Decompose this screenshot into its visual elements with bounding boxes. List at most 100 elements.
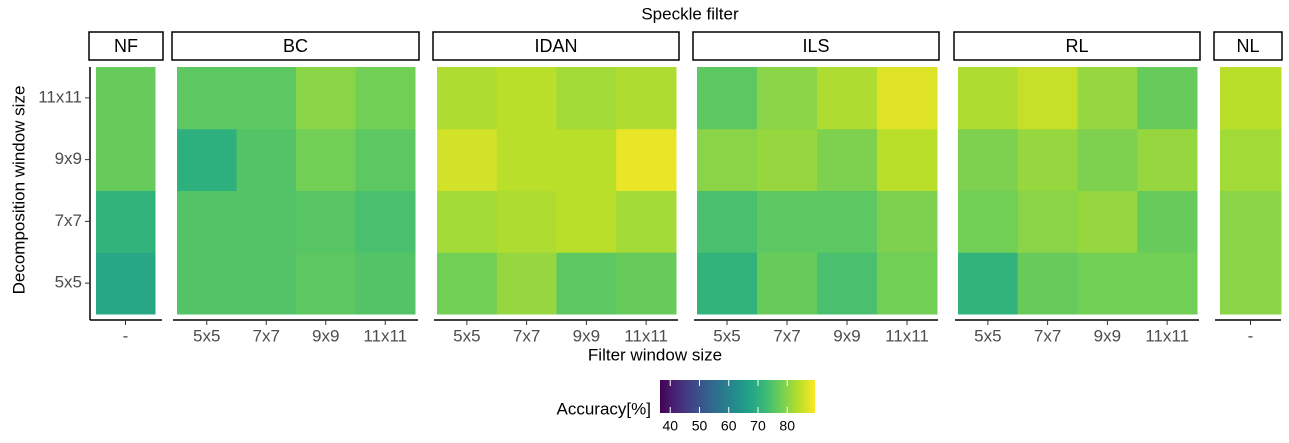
heat-cell — [177, 128, 237, 191]
heat-cell — [296, 128, 356, 191]
heat-cell — [1077, 252, 1138, 315]
heat-cell — [958, 190, 1019, 253]
heat-cell — [958, 252, 1019, 315]
x-axis-label: Filter window size — [588, 345, 722, 364]
legend-title: Accuracy[%] — [557, 399, 651, 418]
heat-cell — [296, 67, 356, 130]
heat-cell — [1017, 252, 1078, 315]
heat-cell — [616, 252, 677, 315]
heat-cell — [437, 190, 498, 253]
facet-label: NF — [114, 36, 138, 56]
heat-cell — [1017, 67, 1078, 130]
heat-cell — [437, 252, 498, 315]
heat-cell — [236, 252, 297, 315]
heat-cell — [355, 252, 416, 315]
x-tick-label: 7x7 — [773, 326, 800, 345]
x-tick-label: 11x11 — [363, 326, 407, 345]
heat-cell — [236, 67, 297, 130]
colorbar-tick-label: 70 — [750, 418, 766, 434]
heat-cell — [177, 67, 237, 130]
heat-cell — [355, 67, 416, 130]
facet-label: RL — [1065, 36, 1088, 56]
heat-cell — [1220, 128, 1282, 191]
heat-cell — [556, 67, 617, 130]
heat-cell — [877, 67, 938, 130]
heat-cell — [96, 128, 156, 191]
heat-cell — [1220, 67, 1282, 130]
heat-cell — [1137, 128, 1198, 191]
heat-cell — [177, 190, 237, 253]
heat-cell — [296, 190, 356, 253]
heat-cell — [96, 252, 156, 315]
colorbar-tick-label: 40 — [662, 418, 678, 434]
x-tick-label: 9x9 — [833, 326, 860, 345]
heat-cell — [616, 190, 677, 253]
x-tick-label: 7x7 — [513, 326, 540, 345]
heat-cell — [236, 190, 297, 253]
colorbar-tick-label: 80 — [779, 418, 795, 434]
y-tick-label: 5x5 — [55, 273, 82, 292]
heat-cell — [697, 252, 758, 315]
x-tick-label: - — [1248, 326, 1254, 345]
heat-cell — [757, 190, 818, 253]
heat-cell — [1137, 67, 1198, 130]
heat-cell — [177, 252, 237, 315]
heat-cell — [757, 128, 818, 191]
heat-cell — [296, 252, 356, 315]
facet-strip — [692, 31, 940, 61]
facet-label: IDAN — [534, 36, 577, 56]
x-tick-label: 11x11 — [885, 326, 929, 345]
x-tick-label: 9x9 — [312, 326, 339, 345]
heat-cell — [1220, 252, 1282, 315]
x-tick-label: 9x9 — [1094, 326, 1121, 345]
facet-strip — [88, 31, 164, 61]
heat-cell — [556, 252, 617, 315]
x-tick-label: 5x5 — [453, 326, 480, 345]
x-tick-label: 5x5 — [974, 326, 1001, 345]
y-tick-label: 9x9 — [55, 149, 82, 168]
heat-cell — [616, 128, 677, 191]
facet-strip — [1213, 31, 1283, 61]
heat-cell — [556, 128, 617, 191]
heat-cell — [817, 190, 878, 253]
heat-cell — [96, 190, 156, 253]
x-tick-label: 11x11 — [1145, 326, 1189, 345]
heat-cell — [355, 190, 416, 253]
heat-cell — [1137, 190, 1198, 253]
heat-cell — [817, 67, 878, 130]
heat-cell — [437, 128, 498, 191]
heat-cell — [1077, 67, 1138, 130]
colorbar — [660, 380, 815, 413]
heat-cell — [877, 190, 938, 253]
heat-cell — [1220, 190, 1282, 253]
heat-cell — [877, 128, 938, 191]
heat-cell — [817, 128, 878, 191]
heat-cell — [757, 67, 818, 130]
x-tick-label: - — [123, 326, 129, 345]
heat-cell — [757, 252, 818, 315]
heat-cell — [1077, 128, 1138, 191]
facet-strip — [171, 31, 420, 61]
x-tick-label: 7x7 — [253, 326, 280, 345]
x-tick-label: 11x11 — [624, 326, 668, 345]
x-tick-label: 5x5 — [713, 326, 740, 345]
heat-cell — [96, 67, 156, 130]
facet-label: NL — [1236, 36, 1259, 56]
heat-cell — [496, 67, 557, 130]
y-axis-label: Decomposition window size — [9, 86, 28, 295]
heat-cell — [437, 67, 498, 130]
heat-cell — [958, 128, 1019, 191]
facet-strip — [953, 31, 1201, 61]
heat-cell — [496, 128, 557, 191]
heat-cell — [556, 190, 617, 253]
x-tick-label: 5x5 — [193, 326, 220, 345]
colorbar-tick-label: 50 — [692, 418, 708, 434]
heat-cell — [236, 128, 297, 191]
heat-cell — [697, 128, 758, 191]
y-tick-label: 7x7 — [55, 211, 82, 230]
colorbar-tick-label: 60 — [721, 418, 737, 434]
heat-cell — [1017, 190, 1078, 253]
heat-cell — [697, 67, 758, 130]
heat-cell — [1137, 252, 1198, 315]
facet-label: ILS — [802, 36, 829, 56]
